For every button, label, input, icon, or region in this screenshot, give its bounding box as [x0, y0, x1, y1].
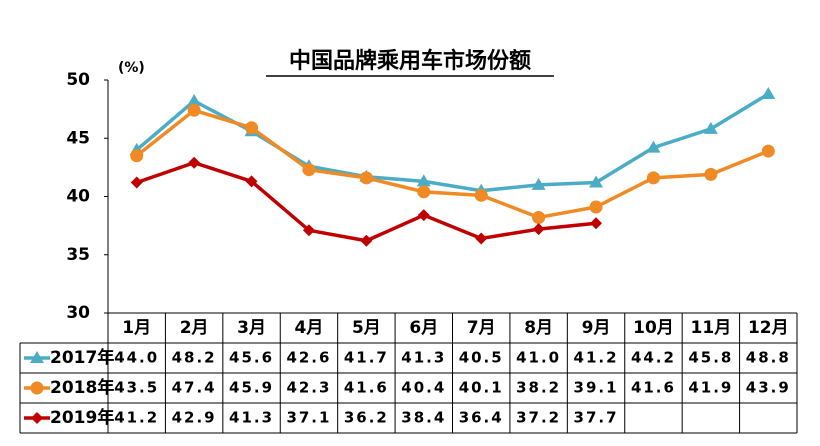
marker	[417, 209, 430, 222]
marker	[646, 140, 661, 153]
table-cell: 42.3	[286, 379, 331, 397]
table-cell: 38.2	[516, 379, 561, 397]
marker	[761, 144, 775, 158]
legend-label: 2017年	[50, 347, 114, 368]
table-cell: 42.6	[286, 349, 331, 367]
marker	[187, 103, 201, 117]
table-cell: 40.1	[459, 379, 504, 397]
marker	[245, 121, 259, 135]
x-tick-label: 6月	[409, 318, 438, 338]
table-cell: 37.2	[516, 409, 561, 427]
marker	[475, 232, 488, 245]
marker	[704, 167, 718, 181]
marker	[589, 175, 604, 188]
table-cell: 41.6	[631, 379, 676, 397]
marker	[302, 163, 316, 177]
table-cell: 41.3	[401, 349, 446, 367]
table-cell: 44.0	[114, 349, 159, 367]
legend-label: 2019年	[50, 407, 114, 428]
legend-marker	[30, 381, 44, 395]
y-tick-label: 50	[66, 70, 90, 90]
table-cell: 43.5	[114, 379, 159, 397]
y-tick-label: 30	[66, 303, 90, 323]
legend-marker	[30, 351, 44, 363]
x-tick-label: 12月	[748, 318, 789, 338]
x-tick-label: 3月	[237, 318, 266, 338]
x-tick-label: 5月	[352, 318, 381, 338]
table-cell: 44.2	[631, 349, 676, 367]
table-cell: 45.8	[688, 349, 733, 367]
table-cell: 41.7	[344, 349, 389, 367]
table-cell: 47.4	[172, 379, 217, 397]
x-tick-label: 9月	[582, 318, 611, 338]
x-tick-label: 7月	[467, 318, 496, 338]
marker	[761, 86, 776, 99]
table-cell: 42.9	[172, 409, 217, 427]
x-tick-label: 8月	[524, 318, 553, 338]
y-unit: (%)	[118, 60, 145, 76]
marker	[302, 224, 315, 237]
marker	[417, 185, 431, 199]
marker	[532, 223, 545, 236]
marker	[130, 176, 143, 189]
table-cell: 41.3	[229, 409, 274, 427]
marker	[416, 174, 431, 187]
table-cell: 40.4	[401, 379, 446, 397]
marker	[359, 171, 373, 185]
x-tick-label: 1月	[122, 318, 151, 338]
table-cell: 48.8	[746, 349, 791, 367]
marker	[474, 188, 488, 202]
table-cell: 41.9	[688, 379, 733, 397]
table-cell: 41.2	[114, 409, 159, 427]
table-cell: 37.1	[286, 409, 331, 427]
table-cell: 45.6	[229, 349, 274, 367]
marker	[532, 210, 546, 224]
series-line	[135, 108, 769, 220]
table-cell: 39.1	[574, 379, 619, 397]
marker	[531, 177, 546, 190]
marker	[245, 175, 258, 188]
legend-marker	[31, 412, 43, 424]
y-tick-label: 35	[66, 245, 90, 265]
marker	[646, 171, 660, 185]
table-cell: 48.2	[172, 349, 217, 367]
marker	[589, 200, 603, 214]
table-cell: 41.6	[344, 379, 389, 397]
table-cell: 40.5	[459, 349, 504, 367]
legend-label: 2018年	[50, 377, 114, 398]
marker	[130, 149, 144, 163]
x-tick-label: 11月	[691, 318, 732, 338]
marker	[360, 234, 373, 247]
table-cell: 38.4	[401, 409, 446, 427]
table-cell: 36.4	[459, 409, 504, 427]
x-tick-label: 10月	[633, 318, 674, 338]
x-tick-label: 2月	[180, 318, 209, 338]
table-cell: 43.9	[746, 379, 791, 397]
marker	[187, 93, 202, 106]
y-tick-label: 40	[66, 187, 90, 207]
y-tick-label: 45	[66, 128, 90, 148]
table-cell: 36.2	[344, 409, 389, 427]
marker	[188, 156, 201, 169]
marker	[703, 121, 718, 134]
table-cell: 41.2	[574, 349, 619, 367]
table-cell: 41.0	[516, 349, 561, 367]
marker	[590, 217, 603, 230]
chart-title: 中国品牌乘用车市场份额	[289, 48, 531, 74]
x-tick-label: 4月	[295, 318, 324, 338]
table-cell: 37.7	[574, 409, 619, 427]
table-cell: 45.9	[229, 379, 274, 397]
